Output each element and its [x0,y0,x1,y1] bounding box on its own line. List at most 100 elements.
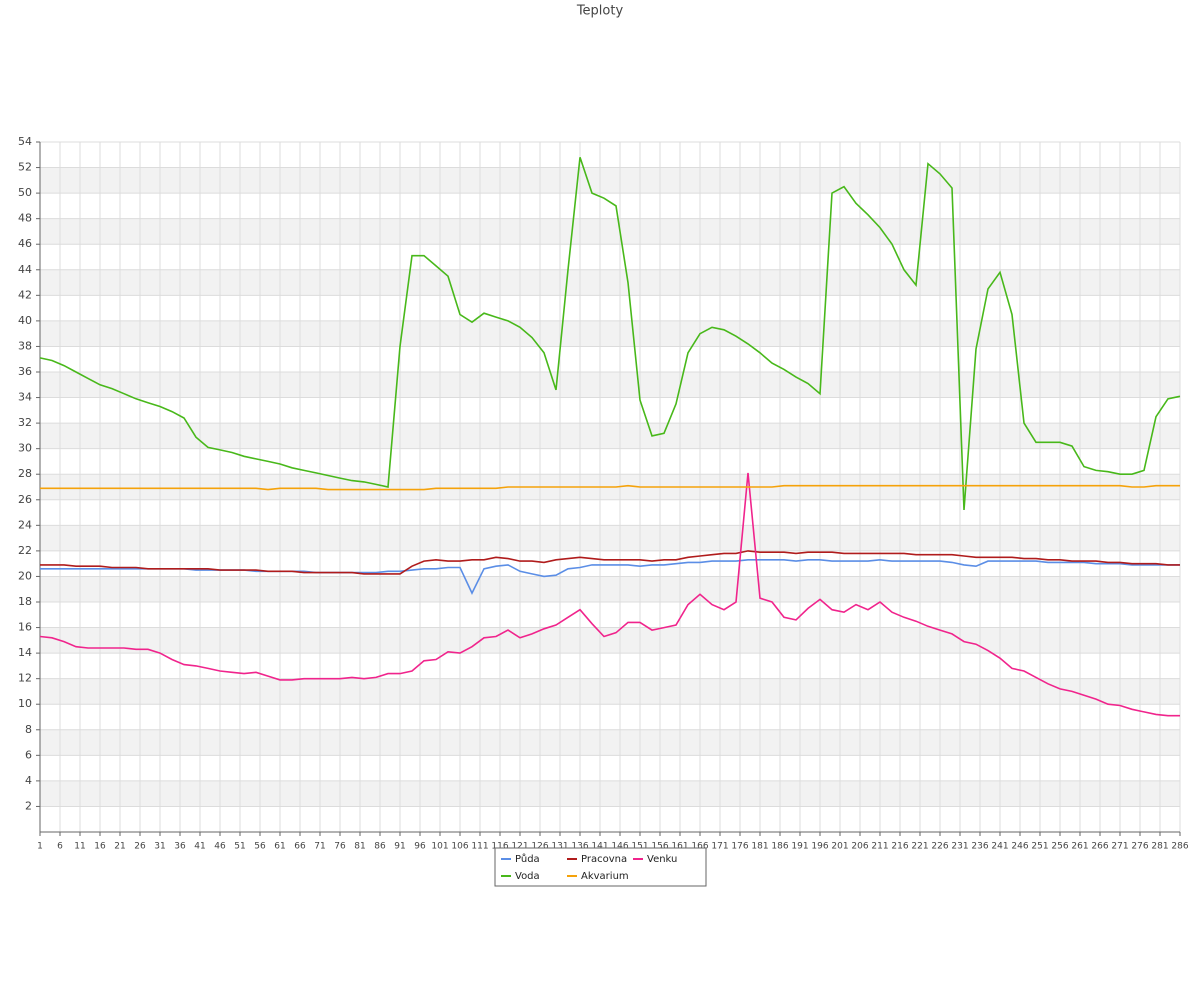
grid-band [40,525,1180,551]
x-tick-label: 111 [471,842,488,852]
x-tick-label: 141 [591,842,608,852]
y-tick-label: 22 [18,544,32,557]
x-tick-label: 126 [531,842,548,852]
grid-band [40,729,1180,756]
x-tick-label: 96 [414,842,426,852]
x-tick-label: 286 [1171,842,1188,852]
y-tick-label: 42 [18,288,32,301]
x-tick-label: 151 [631,842,648,852]
x-tick-label: 276 [1131,842,1148,852]
x-tick-label: 66 [294,842,306,852]
x-tick-label: 171 [711,842,728,852]
y-tick-label: 28 [18,467,32,480]
x-tick-label: 41 [194,842,205,852]
y-tick-label: 40 [18,314,32,327]
x-tick-label: 161 [671,842,688,852]
x-tick-label: 6 [57,842,63,852]
x-tick-label: 136 [571,842,588,852]
series-line [39,157,1181,511]
y-tick-label: 20 [18,569,32,582]
y-tick-label: 2 [25,799,32,812]
grid-band [40,678,1180,705]
y-tick-label: 44 [18,263,32,276]
x-tick-label: 71 [314,842,325,852]
legend-label: Pracovna [581,854,627,865]
y-tick-label: 4 [25,774,32,787]
legend-label: Venku [647,854,677,865]
x-tick-label: 221 [911,842,928,852]
series-line [40,550,1180,575]
x-tick-label: 86 [374,842,386,852]
y-tick-label: 38 [18,339,32,352]
y-tick-label: 10 [18,697,32,710]
legend-box [494,847,707,887]
y-tick-label: 16 [18,621,32,634]
x-tick-label: 271 [1111,842,1128,852]
x-tick-label: 16 [94,842,106,852]
x-tick-label: 266 [1091,842,1108,852]
x-tick-label: 281 [1151,842,1168,852]
y-tick-label: 8 [25,723,32,736]
x-tick-label: 36 [174,842,186,852]
x-tick-label: 256 [1051,842,1068,852]
grid-band [40,423,1180,449]
x-tick-label: 116 [491,842,508,852]
x-tick-label: 246 [1011,842,1028,852]
x-tick-label: 186 [771,842,788,852]
y-tick-label: 14 [18,646,32,659]
grid-band [40,627,1180,654]
y-tick-label: 34 [18,391,32,404]
legend-label: Voda [515,871,540,882]
x-tick-label: 26 [134,842,146,852]
series-line [39,472,1180,717]
x-tick-label: 91 [394,842,405,852]
x-tick-label: 61 [274,842,285,852]
x-tick-label: 156 [651,842,668,852]
x-tick-label: 251 [1031,842,1048,852]
x-tick-label: 191 [791,842,808,852]
x-tick-label: 121 [511,842,528,852]
x-tick-label: 76 [334,842,346,852]
x-tick-label: 261 [1071,842,1088,852]
x-tick-label: 11 [74,842,85,852]
legend-label: Půda [515,853,540,865]
x-tick-label: 81 [354,842,365,852]
y-tick-label: 50 [18,186,32,199]
y-tick-label: 12 [18,672,32,685]
x-tick-label: 176 [731,842,748,852]
x-tick-label: 236 [971,842,988,852]
x-tick-label: 106 [451,842,468,852]
grid-band [40,167,1180,194]
grid-band [40,218,1180,245]
y-tick-label: 52 [18,161,32,174]
x-tick-label: 196 [811,842,828,852]
y-tick-label: 46 [18,237,32,250]
x-tick-label: 146 [611,842,628,852]
y-tick-label: 36 [18,365,32,378]
x-tick-label: 206 [851,842,868,852]
y-tick-label: 32 [18,416,32,429]
y-tick-label: 18 [18,595,32,608]
legend-label: Akvarium [581,871,629,882]
x-tick-label: 226 [931,842,948,852]
x-tick-label: 211 [871,842,888,852]
grid-band [40,576,1180,602]
chart-title: Teploty [576,4,624,19]
x-tick-label: 101 [431,842,448,852]
x-tick-label: 21 [114,842,125,852]
x-tick-label: 181 [751,842,768,852]
grid-band [40,780,1180,807]
y-tick-label: 26 [18,493,32,506]
y-tick-label: 6 [25,748,32,761]
x-tick-label: 201 [831,842,848,852]
x-tick-label: 241 [991,842,1008,852]
x-tick-label: 166 [691,842,708,852]
series-line [40,484,1180,491]
y-tick-label: 48 [18,212,32,225]
x-tick-label: 1 [37,842,43,852]
x-tick-label: 56 [254,842,266,852]
x-tick-label: 231 [951,842,968,852]
grid-band [40,269,1180,296]
y-tick-label: 24 [18,518,32,531]
